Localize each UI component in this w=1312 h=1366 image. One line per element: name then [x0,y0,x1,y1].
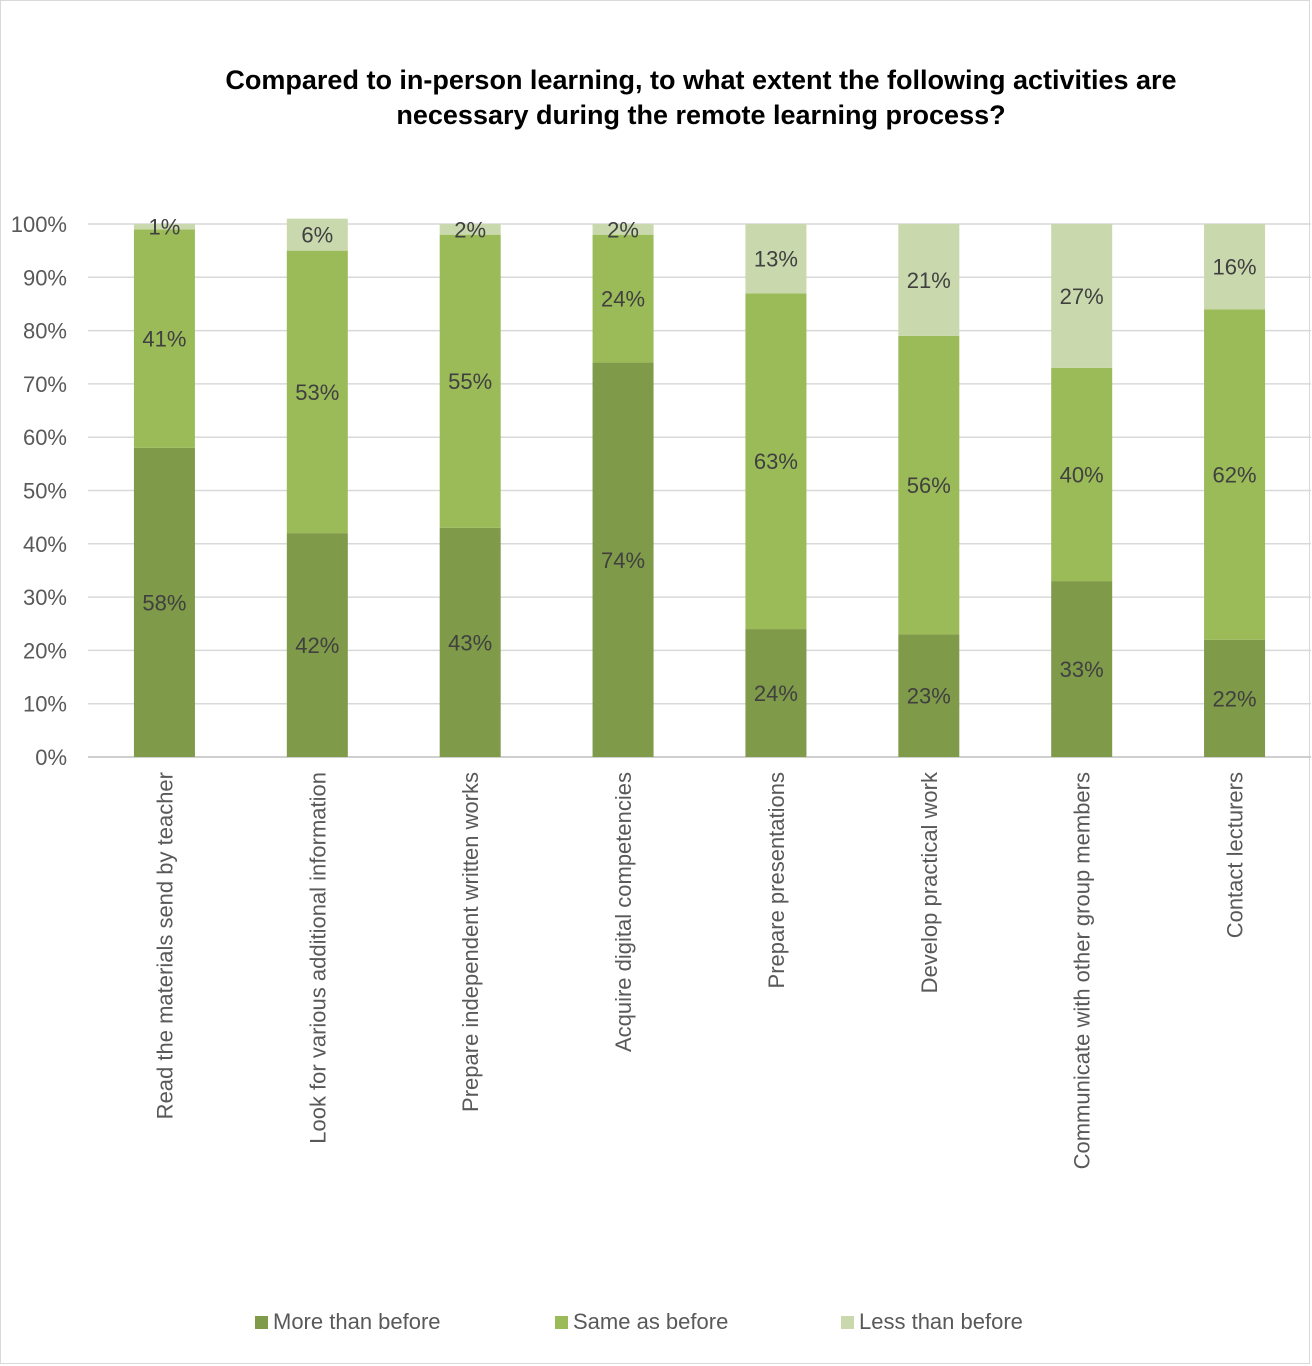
x-category-label: Develop practical work [917,771,942,993]
x-category-label: Contact lecturers [1223,772,1248,938]
data-label-more-than-before: 23% [907,684,951,709]
y-tick-label: 90% [23,265,67,290]
x-category-label: Acquire digital competencies [611,772,636,1052]
legend-item-same-as-before: Same as before [555,1309,728,1335]
y-tick-label: 0% [35,745,67,770]
data-label-same-as-before: 63% [754,449,798,474]
bar-less-than-before [1204,224,1266,310]
data-label-more-than-before: 74% [601,548,645,573]
data-label-less-than-before: 27% [1060,284,1104,309]
bar-more-than-before [133,447,195,757]
bar-same-as-before [133,229,195,448]
legend-item-more-than-before: More than before [255,1309,441,1335]
bar-more-than-before [1051,581,1113,757]
data-label-more-than-before: 22% [1213,686,1257,711]
bar-less-than-before [286,218,348,251]
bar-less-than-before [898,224,960,336]
data-label-same-as-before: 56% [907,473,951,498]
x-category-label: Look for various additional information [305,772,330,1144]
data-label-less-than-before: 1% [149,215,181,240]
bar-less-than-before [133,224,195,230]
bar-same-as-before [286,250,348,534]
legend-swatch-more-than-before [255,1315,268,1329]
data-label-less-than-before: 6% [301,223,333,248]
x-category-label: Communicate with other group members [1070,772,1095,1169]
legend-label-less-than-before: Less than before [859,1309,1023,1334]
legend: More than before Same as before Less tha… [1,1309,1311,1341]
x-category-label: Prepare independent written works [458,772,483,1112]
bar-more-than-before [1204,639,1266,757]
bar-more-than-before [439,527,501,757]
bar-same-as-before [745,293,807,630]
bar-more-than-before [745,629,807,757]
bar-same-as-before [592,234,654,363]
data-label-more-than-before: 43% [448,630,492,655]
bar-less-than-before [439,224,501,235]
y-tick-label: 20% [23,638,67,663]
x-category-label: Read the materials send by teacher [152,772,177,1119]
bar-less-than-before [1051,224,1113,368]
y-tick-label: 50% [23,479,67,504]
y-tick-label: 100% [11,212,67,237]
legend-label-more-than-before: More than before [273,1309,441,1334]
bar-more-than-before [898,634,960,757]
y-tick-label: 60% [23,425,67,450]
bar-more-than-before [592,362,654,757]
legend-swatch-less-than-before [841,1315,854,1329]
x-category-label: Prepare presentations [764,772,789,988]
chart-title-line-2: necessary during the remote learning pro… [396,100,1006,130]
legend-item-less-than-before: Less than before [841,1309,1023,1335]
data-label-less-than-before: 2% [454,217,486,242]
data-label-more-than-before: 42% [295,633,339,658]
data-label-same-as-before: 41% [142,327,186,352]
y-tick-label: 10% [23,692,67,717]
data-label-same-as-before: 24% [601,287,645,312]
chart-title: Compared to in-person learning, to what … [151,63,1251,133]
plot-area: 0% 10% 20% 30% 40% 50% 60% 70% 80% 90% 100% 58% 41% 1… [11,212,1311,1169]
bar-less-than-before [745,224,807,294]
chart-title-line-1: Compared to in-person learning, to what … [225,65,1177,95]
bar-more-than-before [286,533,348,757]
data-label-more-than-before: 33% [1060,657,1104,682]
y-tick-label: 40% [23,532,67,557]
bar-same-as-before [1204,309,1266,640]
data-label-more-than-before: 24% [754,681,798,706]
data-label-less-than-before: 16% [1213,255,1257,280]
data-label-less-than-before: 21% [907,268,951,293]
data-label-same-as-before: 53% [295,380,339,405]
y-tick-label: 70% [23,372,67,397]
data-label-less-than-before: 13% [754,247,798,272]
data-label-same-as-before: 55% [448,369,492,394]
bar-same-as-before [439,234,501,528]
data-label-more-than-before: 58% [142,590,186,615]
bar-same-as-before [898,335,960,635]
data-label-less-than-before: 2% [607,217,639,242]
data-label-same-as-before: 40% [1060,463,1104,488]
legend-swatch-same-as-before [555,1315,568,1329]
y-tick-label: 80% [23,319,67,344]
bar-less-than-before [592,224,654,235]
data-label-same-as-before: 62% [1213,463,1257,488]
bar-same-as-before [1051,367,1113,582]
y-tick-label: 30% [23,585,67,610]
legend-label-same-as-before: Same as before [573,1309,729,1334]
